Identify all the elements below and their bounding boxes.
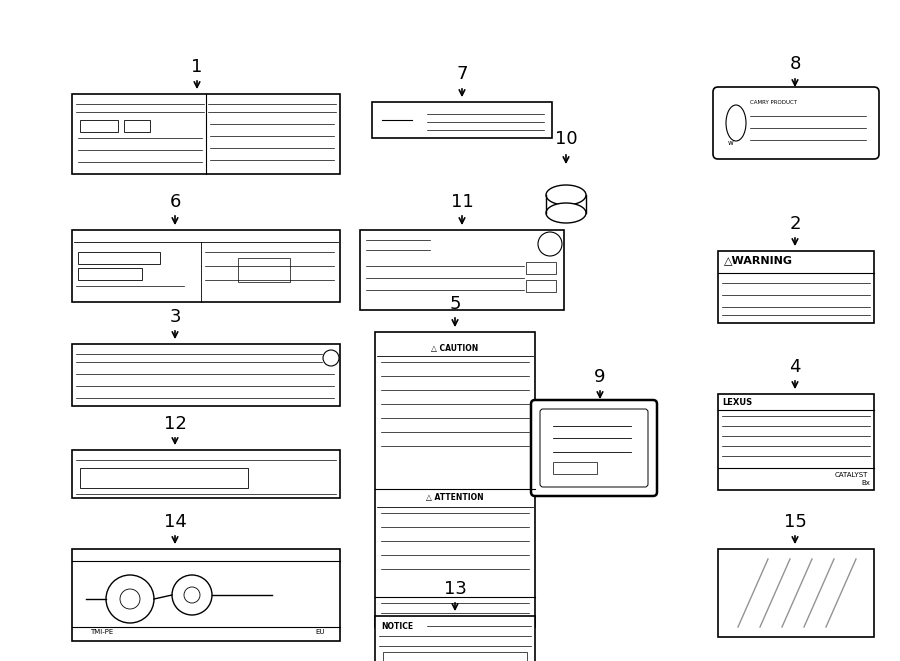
Text: 1: 1: [192, 58, 202, 76]
Text: CATALYST: CATALYST: [834, 472, 868, 478]
Text: NOTICE: NOTICE: [381, 622, 413, 631]
Text: 8: 8: [789, 55, 801, 73]
FancyBboxPatch shape: [375, 616, 535, 661]
Ellipse shape: [546, 203, 586, 223]
Text: △ ATTENTION: △ ATTENTION: [427, 493, 484, 502]
FancyBboxPatch shape: [718, 251, 874, 323]
Circle shape: [323, 350, 339, 366]
Text: 3: 3: [169, 308, 181, 326]
FancyBboxPatch shape: [718, 549, 874, 637]
Ellipse shape: [726, 105, 746, 141]
FancyBboxPatch shape: [124, 120, 150, 132]
FancyBboxPatch shape: [553, 462, 597, 474]
Text: △WARNING: △WARNING: [724, 255, 793, 265]
FancyBboxPatch shape: [80, 468, 248, 488]
FancyBboxPatch shape: [372, 102, 552, 138]
FancyBboxPatch shape: [78, 252, 160, 264]
FancyBboxPatch shape: [540, 409, 648, 487]
Text: CAMRY PRODUCT: CAMRY PRODUCT: [750, 100, 797, 105]
Text: LEXUS: LEXUS: [722, 398, 752, 407]
FancyBboxPatch shape: [72, 94, 340, 174]
Text: 12: 12: [164, 415, 186, 433]
FancyBboxPatch shape: [72, 230, 340, 302]
Text: 15: 15: [784, 513, 806, 531]
Text: △ CAUTION: △ CAUTION: [431, 344, 479, 353]
FancyBboxPatch shape: [713, 87, 879, 159]
Text: Bx: Bx: [861, 480, 870, 486]
FancyBboxPatch shape: [360, 230, 564, 310]
FancyBboxPatch shape: [718, 394, 874, 490]
FancyBboxPatch shape: [375, 332, 535, 627]
Text: 14: 14: [164, 513, 186, 531]
FancyBboxPatch shape: [238, 258, 290, 282]
FancyBboxPatch shape: [72, 549, 340, 641]
FancyBboxPatch shape: [383, 652, 527, 661]
FancyBboxPatch shape: [78, 268, 142, 280]
FancyBboxPatch shape: [526, 280, 556, 292]
FancyBboxPatch shape: [531, 400, 657, 496]
Text: 13: 13: [444, 580, 466, 598]
Text: 10: 10: [554, 130, 577, 148]
Text: EU: EU: [315, 629, 325, 635]
Text: TMI-PE: TMI-PE: [90, 629, 113, 635]
Text: 2: 2: [789, 215, 801, 233]
Text: w: w: [728, 140, 733, 146]
FancyBboxPatch shape: [72, 344, 340, 406]
Text: 5: 5: [449, 295, 461, 313]
Text: 7: 7: [456, 65, 468, 83]
Text: 6: 6: [169, 193, 181, 211]
FancyBboxPatch shape: [72, 450, 340, 498]
Text: 9: 9: [594, 368, 606, 386]
Text: 4: 4: [789, 358, 801, 376]
FancyBboxPatch shape: [80, 120, 118, 132]
Text: 11: 11: [451, 193, 473, 211]
FancyBboxPatch shape: [526, 262, 556, 274]
Ellipse shape: [546, 185, 586, 205]
